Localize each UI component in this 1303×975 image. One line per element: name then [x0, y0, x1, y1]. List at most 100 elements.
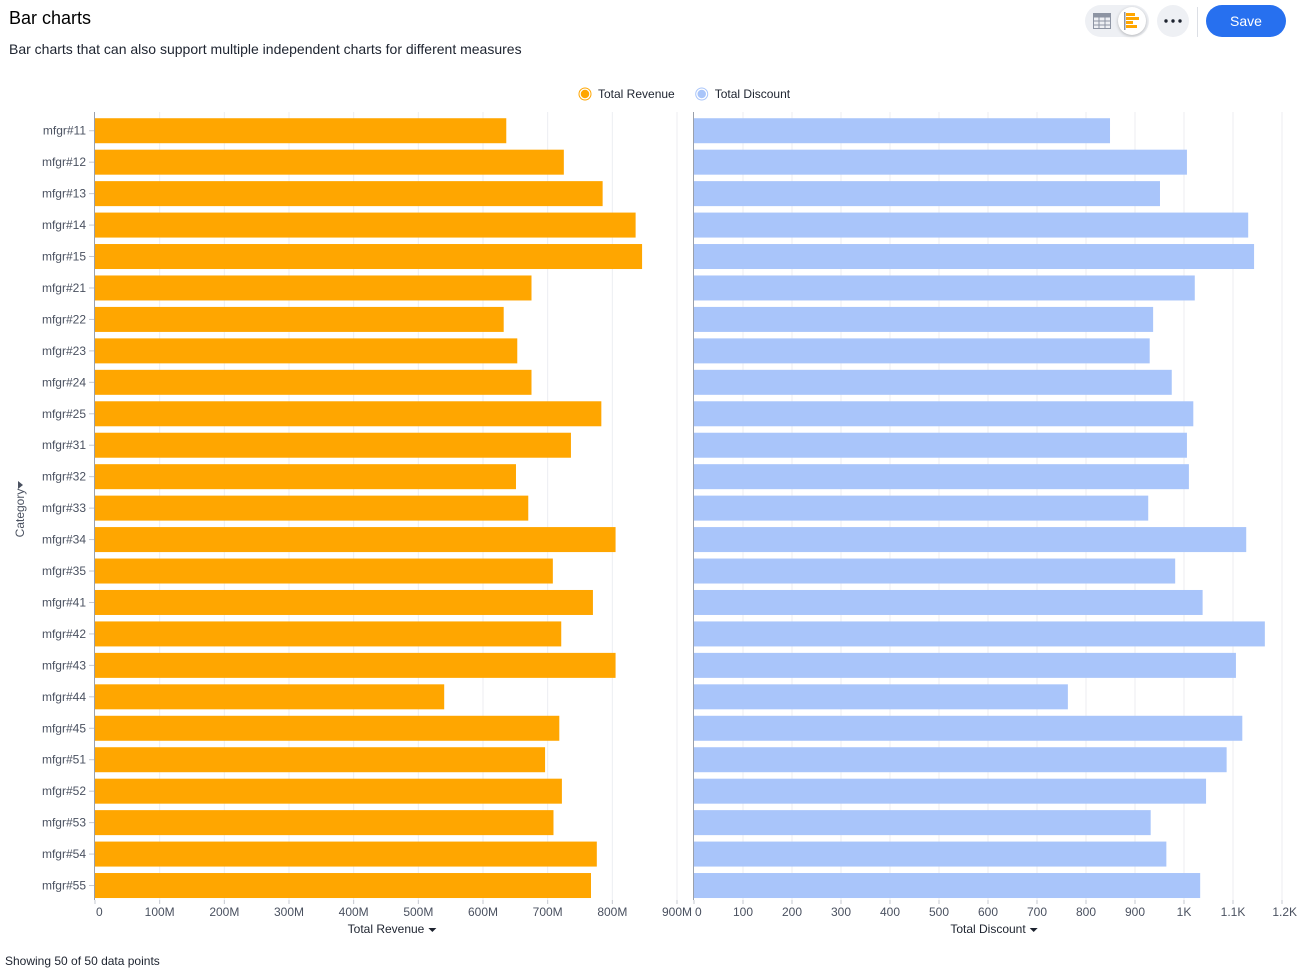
bar[interactable]	[95, 747, 546, 773]
save-button[interactable]: Save	[1206, 5, 1286, 37]
bar[interactable]	[95, 621, 562, 647]
bar[interactable]	[694, 841, 1167, 867]
bar[interactable]	[95, 589, 593, 615]
x-tick-label: 1K	[1177, 905, 1192, 919]
bar[interactable]	[694, 181, 1160, 207]
bar[interactable]	[694, 338, 1150, 364]
y-tick-label: mfgr#55	[42, 879, 86, 893]
y-tick-label: mfgr#11	[43, 124, 86, 138]
bar[interactable]	[95, 338, 518, 364]
bar[interactable]	[95, 149, 564, 175]
x-tick-label: 400M	[339, 905, 369, 919]
bar[interactable]	[95, 306, 504, 332]
y-tick-label: mfgr#24	[42, 375, 86, 389]
x-tick-label: 700	[1027, 905, 1047, 919]
bar[interactable]	[694, 432, 1187, 458]
bar[interactable]	[694, 275, 1195, 301]
x-tick-label: 100M	[145, 905, 175, 919]
bar[interactable]	[95, 369, 532, 395]
bar[interactable]	[694, 212, 1249, 238]
x-tick-label: 900	[1125, 905, 1145, 919]
bar[interactable]	[95, 778, 562, 804]
page-subtitle: Bar charts that can also support multipl…	[9, 41, 522, 57]
x-tick-label: 400	[880, 905, 900, 919]
bar[interactable]	[694, 715, 1243, 741]
x-axis-sort-caret-icon[interactable]	[1029, 928, 1038, 932]
bar[interactable]	[95, 810, 554, 836]
legend-marker	[579, 88, 591, 100]
legend-marker-ring	[695, 87, 709, 101]
y-tick-label: mfgr#54	[42, 847, 86, 861]
y-tick-label: mfgr#41	[42, 595, 86, 609]
bar[interactable]	[694, 684, 1068, 710]
y-axis-sort-caret-icon[interactable]	[18, 481, 23, 489]
bar-chart-view-icon	[1124, 12, 1139, 30]
y-tick-label: mfgr#52	[42, 784, 86, 798]
bar[interactable]	[95, 401, 602, 427]
bar[interactable]	[95, 432, 571, 458]
bar[interactable]	[694, 652, 1236, 678]
table-view-button[interactable]	[1088, 7, 1116, 35]
bar[interactable]	[694, 778, 1207, 804]
bar[interactable]	[694, 527, 1247, 553]
x-axis-title[interactable]: Total Discount	[950, 922, 1026, 936]
x-tick-label: 500	[929, 905, 949, 919]
x-tick-label: 1.2K	[1272, 905, 1297, 919]
y-tick-label: mfgr#12	[42, 155, 86, 169]
header-divider	[1197, 7, 1198, 37]
legend-item-label[interactable]: Total Revenue	[598, 87, 675, 101]
chart-view-button[interactable]	[1118, 7, 1146, 35]
bar[interactable]	[694, 810, 1151, 836]
y-tick-label: mfgr#43	[42, 658, 86, 672]
bar[interactable]	[95, 464, 516, 490]
bar[interactable]	[95, 873, 591, 899]
bar[interactable]	[694, 589, 1203, 615]
bar[interactable]	[694, 149, 1187, 175]
bar[interactable]	[694, 369, 1172, 395]
bar[interactable]	[95, 181, 603, 207]
bar[interactable]	[95, 527, 616, 553]
y-tick-label: mfgr#34	[42, 533, 86, 547]
bar[interactable]	[694, 495, 1149, 521]
bar[interactable]	[694, 244, 1255, 270]
bar[interactable]	[95, 244, 643, 270]
bar[interactable]	[95, 715, 560, 741]
table-view-icon	[1093, 13, 1111, 29]
x-tick-label: 200M	[209, 905, 239, 919]
x-axis-title[interactable]: Total Revenue	[348, 922, 425, 936]
bar[interactable]	[95, 212, 636, 238]
bar[interactable]	[95, 495, 529, 521]
bar[interactable]	[694, 401, 1194, 427]
y-tick-label: mfgr#14	[42, 218, 86, 232]
bar[interactable]	[694, 873, 1201, 899]
bar[interactable]	[694, 747, 1227, 773]
y-tick-label: mfgr#13	[42, 187, 86, 201]
more-options-button[interactable]	[1157, 5, 1189, 37]
y-tick-label: mfgr#53	[42, 816, 86, 830]
y-tick-label: mfgr#32	[42, 470, 86, 484]
bar[interactable]	[95, 652, 616, 678]
bar[interactable]	[694, 558, 1176, 584]
bar[interactable]	[95, 841, 597, 867]
x-tick-label: 300M	[274, 905, 304, 919]
y-tick-label: mfgr#42	[42, 627, 86, 641]
more-options-icon	[1164, 19, 1182, 23]
legend-item-label[interactable]: Total Discount	[715, 87, 791, 101]
x-axis-sort-caret-icon[interactable]	[428, 928, 437, 932]
bar[interactable]	[95, 118, 507, 144]
bar[interactable]	[694, 621, 1265, 647]
x-tick-label: 300	[831, 905, 851, 919]
bar[interactable]	[694, 306, 1154, 332]
data-points-status: Showing 50 of 50 data points	[5, 954, 160, 968]
bar[interactable]	[694, 118, 1111, 144]
x-tick-label: 100	[733, 905, 753, 919]
bar[interactable]	[95, 684, 445, 710]
y-tick-label: mfgr#33	[42, 501, 86, 515]
bar[interactable]	[95, 275, 532, 301]
y-axis-title[interactable]: Category	[13, 489, 27, 538]
x-tick-label: 0	[695, 905, 702, 919]
bar[interactable]	[694, 464, 1189, 490]
x-tick-label: 600	[978, 905, 998, 919]
bar[interactable]	[95, 558, 553, 584]
x-tick-label: 1.1K	[1221, 905, 1246, 919]
